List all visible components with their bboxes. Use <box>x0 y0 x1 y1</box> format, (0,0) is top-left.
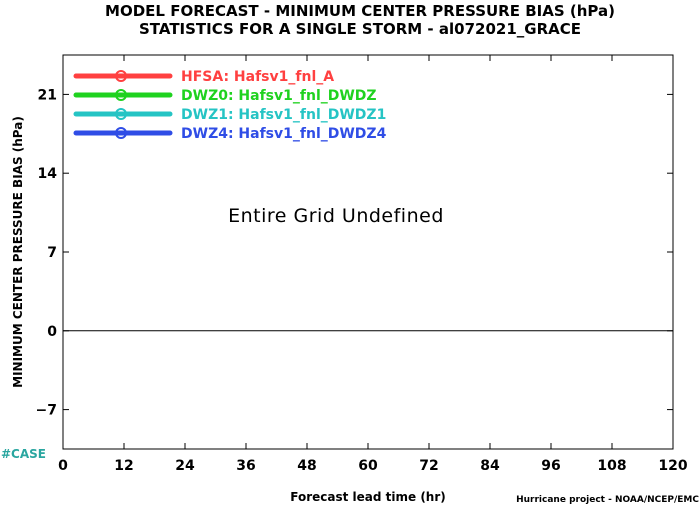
legend-marker <box>115 127 127 139</box>
case-label: #CASE <box>1 447 46 461</box>
y-tick-label: −7 <box>36 403 57 419</box>
x-tick-label: 120 <box>658 458 687 474</box>
x-axis-label: Forecast lead time (hr) <box>290 490 446 504</box>
credit-text: Hurricane project - NOAA/NCEP/EMC <box>516 495 699 505</box>
chart-title: MODEL FORECAST - MINIMUM CENTER PRESSURE… <box>105 2 615 20</box>
x-tick-label: 36 <box>236 458 255 474</box>
chart-subtitle: STATISTICS FOR A SINGLE STORM - al072021… <box>139 20 581 38</box>
x-axis-ticks: 0 12 24 36 48 60 72 84 96 108 120 <box>58 55 688 474</box>
x-tick-label: 24 <box>175 458 195 474</box>
legend-marker <box>115 70 127 82</box>
x-tick-label: 84 <box>480 458 500 474</box>
legend-marker <box>115 89 127 101</box>
x-tick-label: 108 <box>597 458 626 474</box>
x-tick-label: 12 <box>114 458 133 474</box>
y-tick-label: 21 <box>38 87 57 103</box>
legend-label: DWZ0: Hafsv1_fnl_DWDZ <box>181 88 377 104</box>
x-tick-label: 96 <box>541 458 560 474</box>
x-tick-label: 60 <box>358 458 378 474</box>
legend: HFSA: Hafsv1_fnl_A DWZ0: Hafsv1_fnl_DWDZ D… <box>73 69 387 142</box>
legend-label: HFSA: Hafsv1_fnl_A <box>181 69 334 85</box>
undefined-grid-note: Entire Grid Undefined <box>228 205 444 227</box>
legend-label: DWZ4: Hafsv1_fnl_DWDZ4 <box>181 126 387 142</box>
y-tick-label: 14 <box>38 166 58 182</box>
x-tick-label: 48 <box>297 458 316 474</box>
legend-label: DWZ1: Hafsv1_fnl_DWDZ1 <box>181 107 386 123</box>
y-tick-label: 7 <box>47 245 57 261</box>
y-axis-ticks: −7 0 7 14 21 <box>36 87 673 419</box>
y-axis-label: MINIMUM CENTER PRESSURE BIAS (hPa) <box>11 116 25 388</box>
x-tick-label: 0 <box>58 458 68 474</box>
y-tick-label: 0 <box>47 324 57 340</box>
x-tick-label: 72 <box>419 458 438 474</box>
legend-marker <box>115 108 127 120</box>
